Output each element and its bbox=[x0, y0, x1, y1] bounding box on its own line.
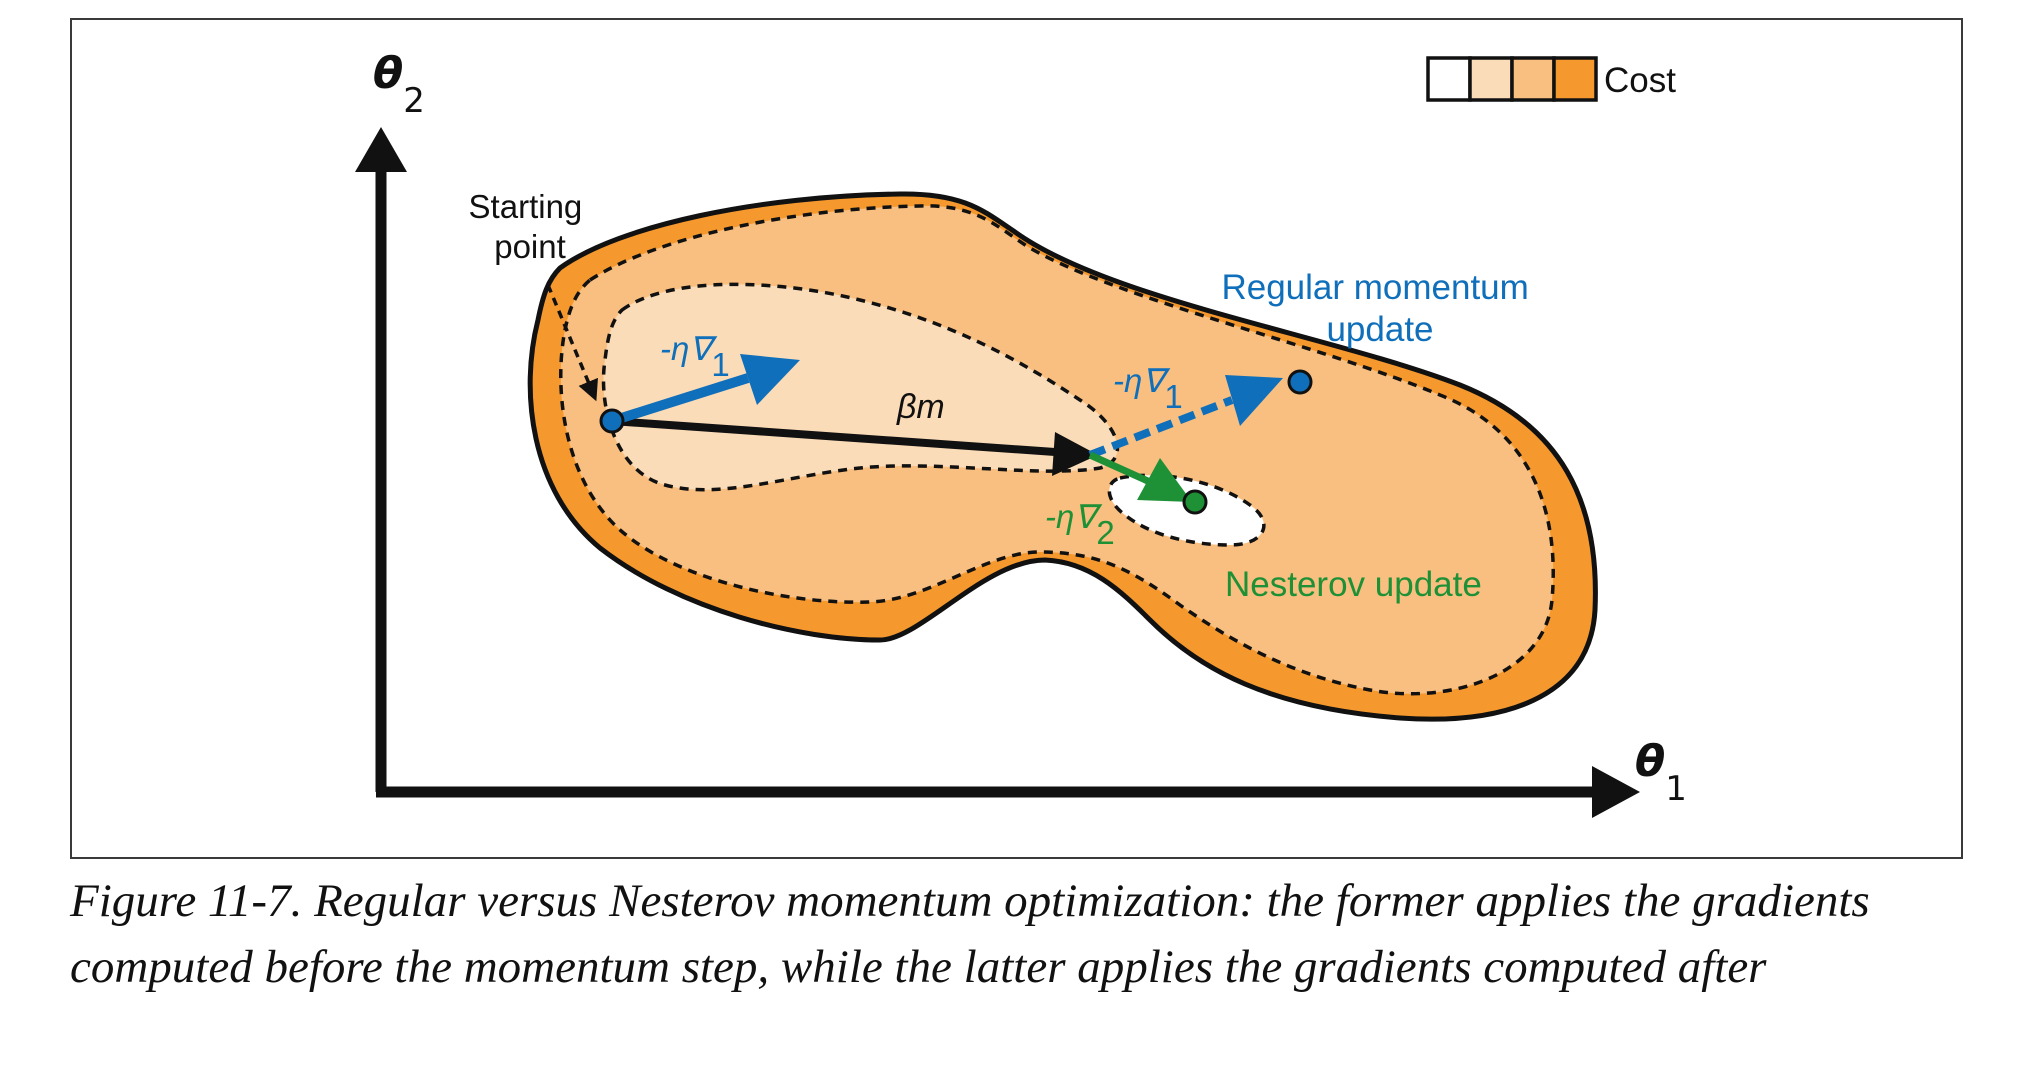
nesterov-update-label: Nesterov update bbox=[1225, 565, 1482, 604]
x-axis-arrowhead bbox=[1592, 766, 1640, 818]
gradient-1-label: -η∇1 bbox=[660, 330, 730, 383]
legend-swatch-1 bbox=[1426, 56, 1472, 102]
starting-point-marker bbox=[599, 408, 625, 434]
momentum-diagram: θ2 θ1 Cost Starting point βm -η∇1 -η∇1 -… bbox=[355, 48, 1687, 818]
legend-label: Cost bbox=[1604, 61, 1676, 100]
cost-contour-inner bbox=[601, 282, 1120, 492]
momentum-step-arrow bbox=[611, 417, 1056, 456]
gradient-2-label: -η∇2 bbox=[1045, 498, 1115, 551]
regular-update-arrowhead bbox=[1225, 375, 1283, 426]
nesterov-update-point bbox=[1182, 489, 1208, 515]
nesterov-update-arrow bbox=[1088, 451, 1152, 486]
regular-update-arrow bbox=[1088, 396, 1234, 459]
regular-update-label: Regular momentum update bbox=[1221, 268, 1538, 349]
gradient-1-shifted-label: -η∇1 bbox=[1113, 362, 1183, 415]
gradient-1-arrow bbox=[610, 373, 750, 426]
gradient-1-arrowhead bbox=[740, 354, 800, 405]
legend-swatch-3 bbox=[1510, 56, 1556, 102]
figure-caption: Figure 11-7. Regular versus Nesterov mom… bbox=[70, 875, 1870, 993]
x-axis-label: θ1 bbox=[1635, 736, 1687, 809]
nesterov-update-arrowhead bbox=[1137, 458, 1192, 502]
y-axis-label: θ2 bbox=[373, 48, 425, 121]
y-axis-arrowhead bbox=[355, 127, 407, 172]
legend-swatch-4 bbox=[1552, 56, 1598, 102]
starting-point-label: Starting point bbox=[469, 188, 592, 265]
regular-update-point bbox=[1287, 369, 1313, 395]
beta-m-label: βm bbox=[896, 388, 945, 426]
momentum-arrowhead bbox=[1052, 432, 1098, 476]
starting-point-pointer bbox=[546, 284, 598, 402]
cost-legend: Cost bbox=[1426, 56, 1676, 102]
legend-swatch-2 bbox=[1468, 56, 1514, 102]
